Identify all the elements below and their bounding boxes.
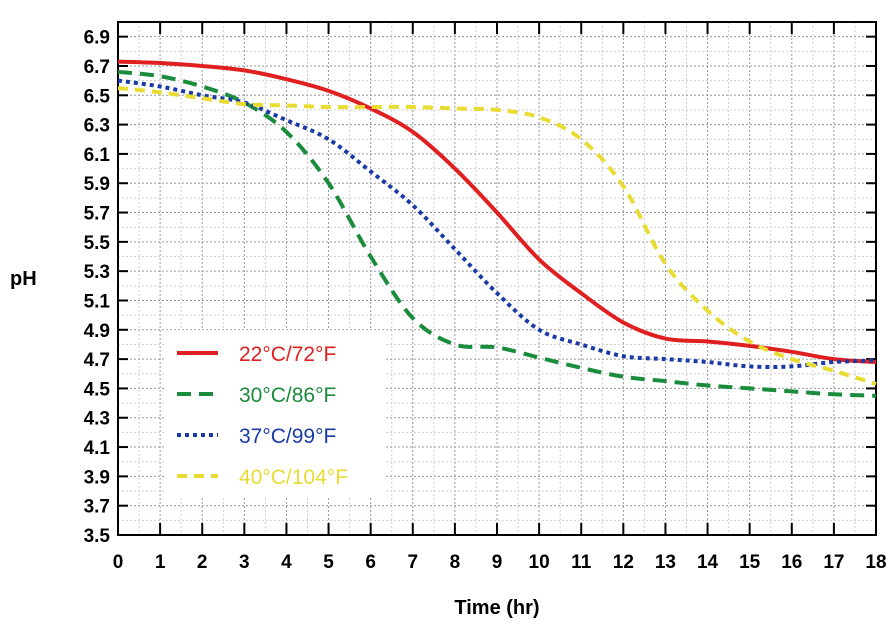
- x-tick-labels: 0 1 2 3 4 5 6 7 8 9 10 11 12 13 14 15 16 17 18: [113, 552, 887, 573]
- x-tick-label: 6: [365, 552, 376, 573]
- y-tick-label: 5.5: [84, 233, 111, 254]
- y-tick-label: 4.1: [84, 438, 111, 459]
- y-tick-label: 6.3: [84, 116, 110, 137]
- legend-label-3: 37°C/99°F: [239, 425, 336, 448]
- y-tick-label: 5.9: [84, 174, 110, 195]
- x-tick-label: 17: [823, 552, 844, 573]
- series-lines: [117, 59, 877, 398]
- legend-label-4: 40°C/104°F: [239, 466, 348, 489]
- y-axis-title: pH: [10, 268, 37, 290]
- x-tick-label: 16: [781, 552, 802, 573]
- x-tick-label: 7: [407, 552, 418, 573]
- x-tick-label: 12: [613, 552, 634, 573]
- x-tick-label: 1: [155, 552, 166, 573]
- y-tick-label: 5.7: [84, 204, 110, 225]
- series-line-2: [117, 69, 877, 398]
- series-line-4: [117, 86, 877, 386]
- x-tick-label: 3: [239, 552, 250, 573]
- x-tick-label: 2: [197, 552, 208, 573]
- x-tick-label: 9: [492, 552, 503, 573]
- y-tick-label: 3.7: [84, 497, 110, 518]
- y-tick-label: 4.5: [84, 379, 111, 400]
- x-axis-title: Time (hr): [454, 597, 539, 619]
- x-tick-label: 4: [281, 552, 292, 573]
- y-tick-label: 6.9: [84, 28, 110, 49]
- y-tick-label: 3.5: [84, 526, 111, 547]
- y-tick-label: 3.9: [84, 467, 110, 488]
- y-tick-label: 6.5: [84, 86, 111, 107]
- y-tick-label: 5.1: [84, 291, 111, 312]
- x-tick-label: 5: [323, 552, 334, 573]
- y-tick-label: 6.7: [84, 57, 110, 78]
- y-tick-labels: 3.5 3.7 3.9 4.1 4.3 4.5 4.7 4.9 5.1 5.3 5.5 5.7 5.9 6…: [84, 28, 111, 547]
- legend: 22°C/72°F 30°C/86°F 37°C/99°F 40°C/104°F: [164, 330, 386, 498]
- legend-label-2: 30°C/86°F: [239, 384, 336, 407]
- x-tick-label: 15: [739, 552, 761, 573]
- x-tick-label: 13: [655, 552, 676, 573]
- x-tick-label: 18: [865, 552, 886, 573]
- series-line-1: [117, 59, 877, 364]
- y-tick-label: 6.1: [84, 145, 111, 166]
- x-tick-label: 10: [529, 552, 550, 573]
- x-tick-label: 11: [571, 552, 592, 573]
- y-tick-label: 4.7: [84, 350, 110, 371]
- y-tick-label: 4.3: [84, 409, 110, 430]
- axis-ticks: [117, 22, 877, 536]
- x-tick-label: 14: [697, 552, 719, 573]
- x-tick-label: 8: [450, 552, 461, 573]
- y-tick-label: 5.3: [84, 262, 110, 283]
- legend-box: [164, 330, 386, 498]
- y-tick-label: 4.9: [84, 321, 110, 342]
- x-tick-label: 0: [113, 552, 124, 573]
- legend-label-1: 22°C/72°F: [239, 343, 336, 366]
